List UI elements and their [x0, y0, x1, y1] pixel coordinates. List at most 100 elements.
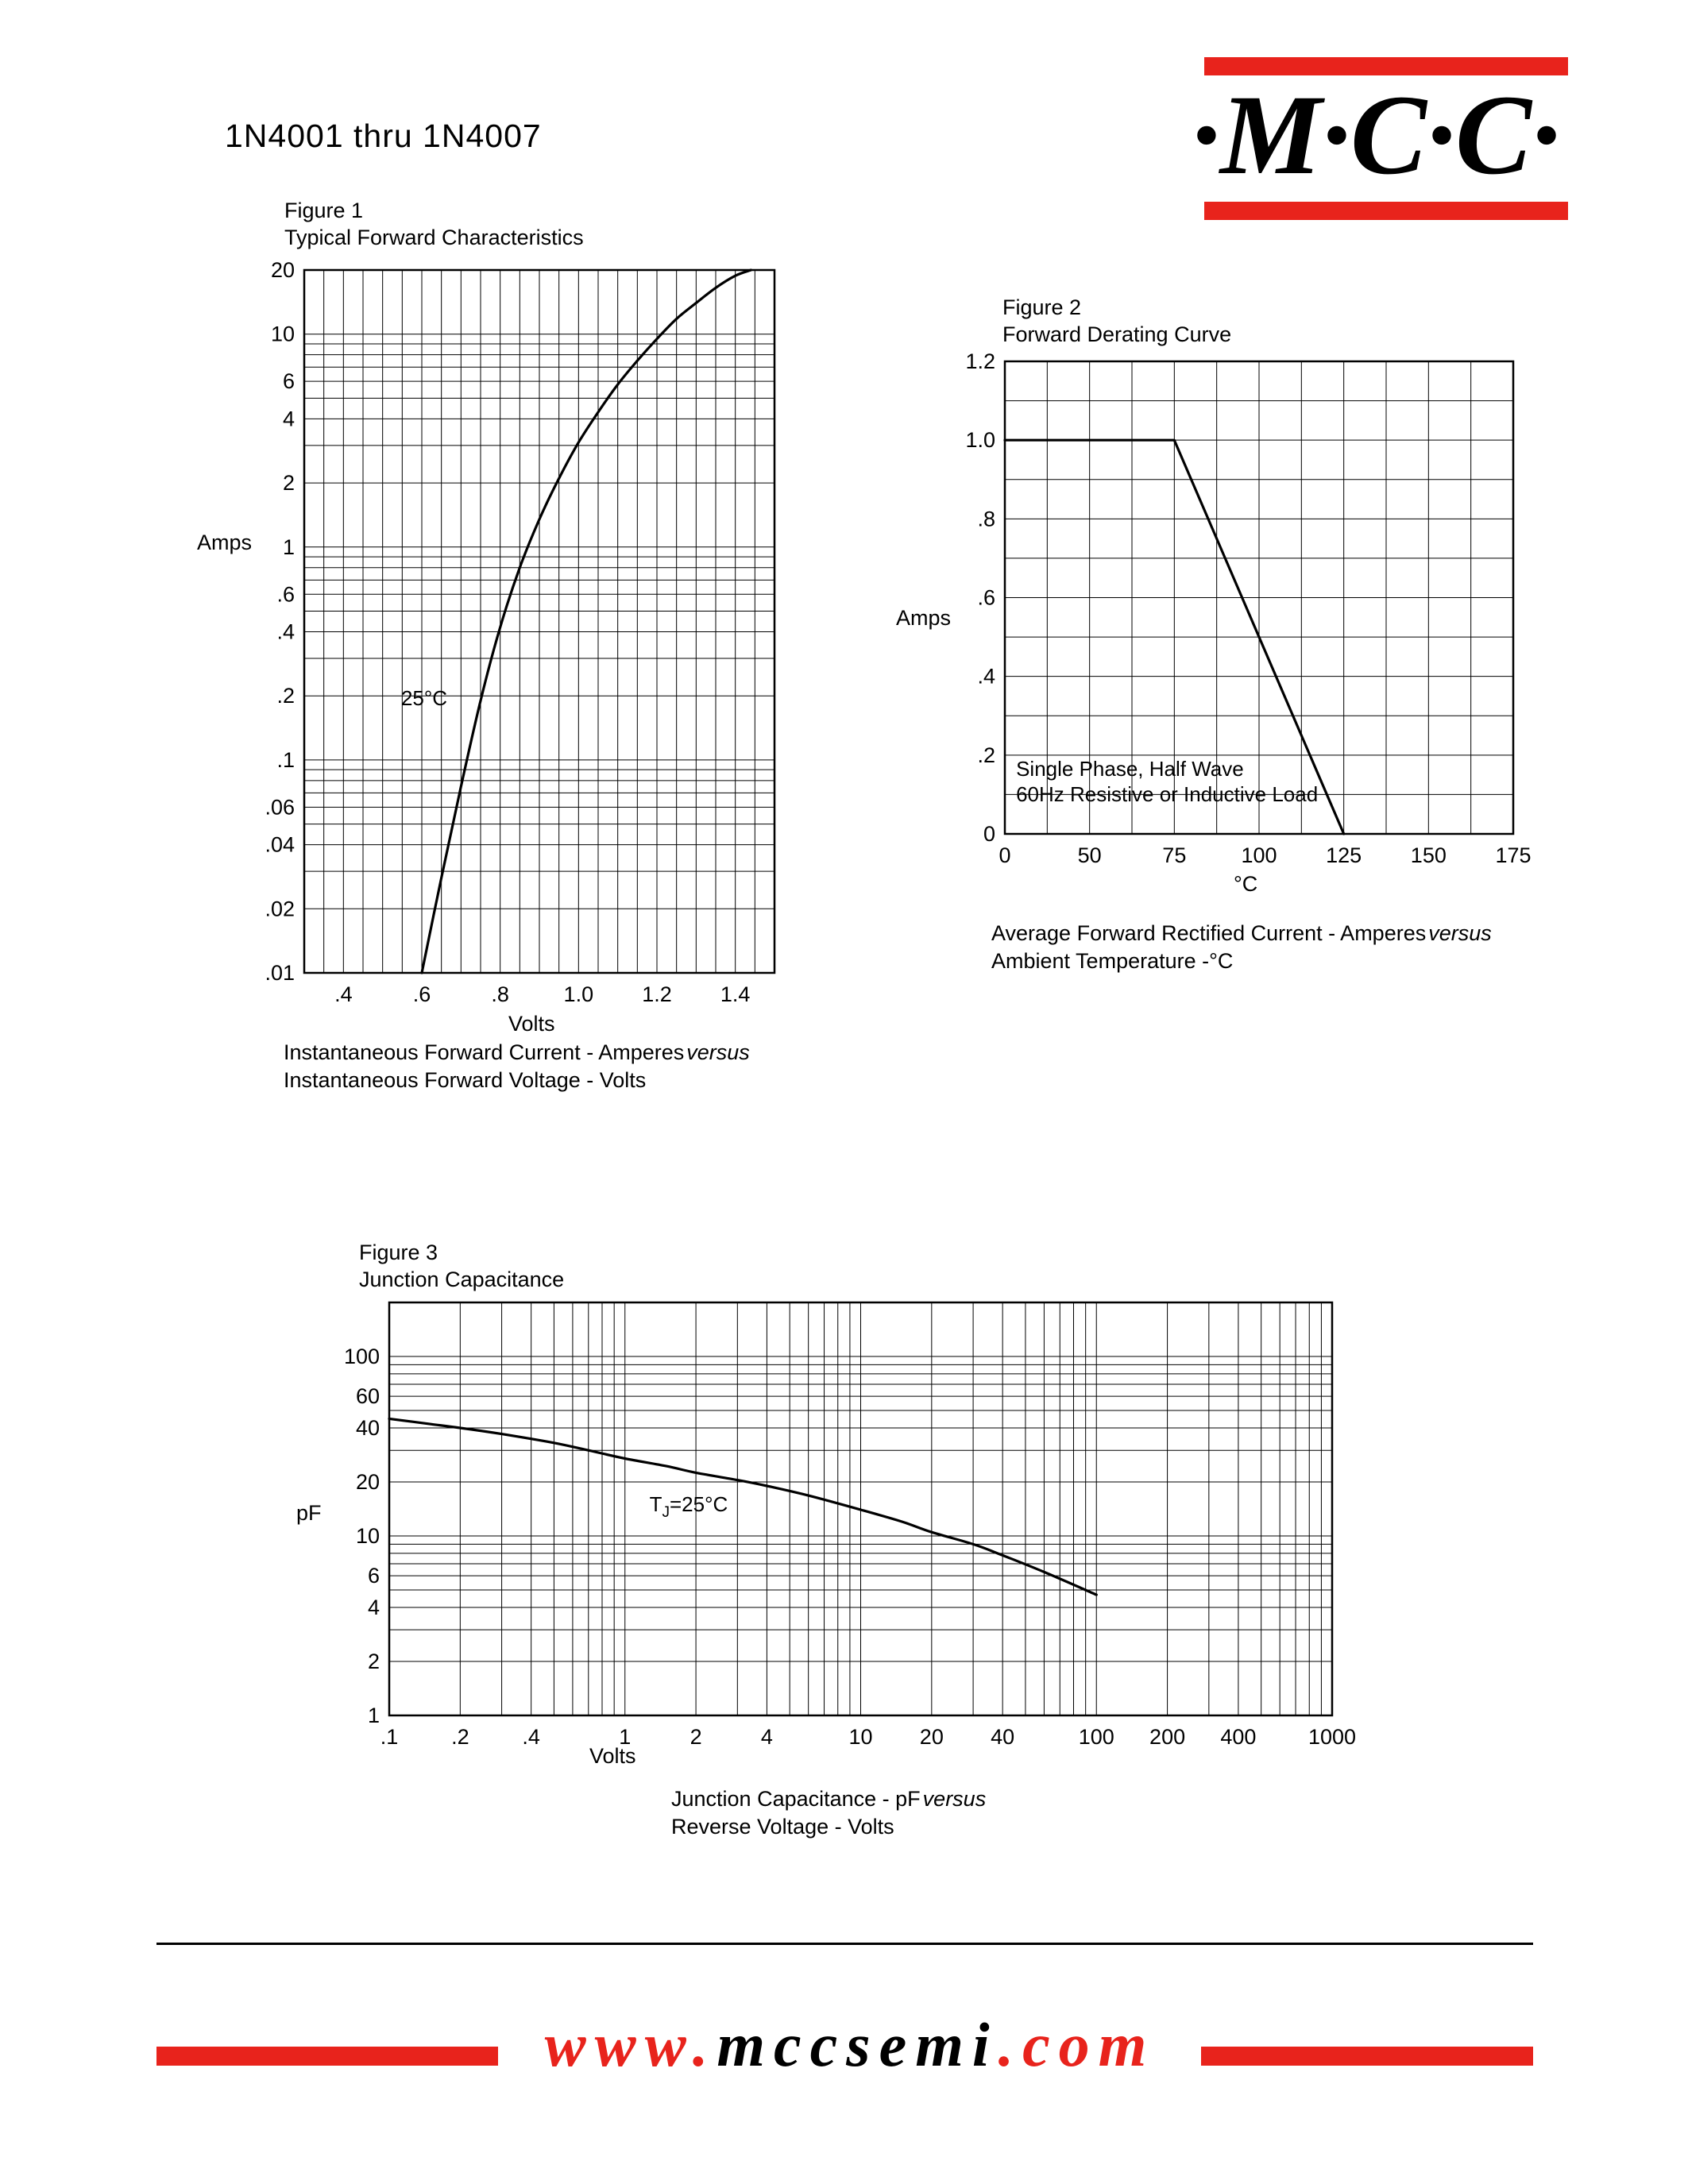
- figure3-subtitle: Junction Capacitance: [359, 1268, 565, 1291]
- svg-text:1.2: 1.2: [965, 349, 995, 373]
- svg-text:2: 2: [283, 471, 295, 495]
- svg-text:.06: .06: [265, 795, 295, 819]
- svg-text:10: 10: [271, 322, 295, 346]
- svg-text:1.2: 1.2: [642, 982, 672, 1006]
- svg-text:100: 100: [344, 1345, 380, 1368]
- figure2-title: Figure 2 Forward Derating Curve: [1002, 294, 1231, 348]
- svg-text:20: 20: [920, 1725, 944, 1749]
- svg-text:4: 4: [283, 407, 295, 430]
- svg-text:40: 40: [991, 1725, 1014, 1749]
- fig2-annotation: Single Phase, Half Wave: [1016, 757, 1244, 781]
- svg-text:0: 0: [983, 822, 995, 846]
- svg-text:0: 0: [999, 843, 1010, 867]
- caption-text: Average Forward Rectified Current - Ampe…: [991, 921, 1427, 945]
- figure2-label: Figure 2: [1002, 295, 1082, 319]
- svg-text:125: 125: [1326, 843, 1362, 867]
- svg-text:1000: 1000: [1308, 1725, 1356, 1749]
- svg-text:1: 1: [283, 535, 295, 559]
- footer-divider: [156, 1943, 1533, 1945]
- svg-text:50: 50: [1078, 843, 1102, 867]
- fig2-plot-svg: 0 50 75 100 125 150 175 1.2 1.0 .8 .6 .4 .2 0 Single P…: [965, 349, 1531, 867]
- svg-text:.8: .8: [491, 982, 509, 1006]
- svg-text:1.0: 1.0: [564, 982, 594, 1006]
- svg-text:6: 6: [368, 1564, 380, 1588]
- svg-text:20: 20: [271, 258, 295, 282]
- svg-text:40: 40: [356, 1416, 380, 1440]
- svg-text:.1: .1: [380, 1725, 399, 1749]
- footer-url-tld: .com: [998, 2010, 1156, 2079]
- svg-text:.4: .4: [522, 1725, 540, 1749]
- fig3-annotation: TJ=25°C: [650, 1492, 728, 1521]
- svg-text:10: 10: [356, 1524, 380, 1548]
- svg-text:100: 100: [1241, 843, 1277, 867]
- svg-text:200: 200: [1149, 1725, 1185, 1749]
- fig3-series-junction-capacitance: [388, 1417, 1098, 1596]
- svg-text:.04: .04: [265, 833, 295, 857]
- svg-text:.8: .8: [977, 507, 995, 531]
- footer-url-domain: mccsemi: [717, 2010, 999, 2079]
- svg-text:.1: .1: [276, 748, 295, 772]
- svg-text:1.0: 1.0: [965, 428, 995, 452]
- caption-text: Junction Capacitance - pF: [671, 1787, 921, 1811]
- svg-text:1: 1: [368, 1704, 380, 1727]
- svg-text:.02: .02: [265, 897, 295, 920]
- fig1-series-forward-current-25C: [420, 268, 752, 974]
- figure1-title: Figure 1 Typical Forward Characteristics: [284, 197, 584, 251]
- figure1-label: Figure 1: [284, 199, 364, 222]
- svg-text:.6: .6: [977, 586, 995, 610]
- fig2-series-derating: [1003, 438, 1346, 835]
- svg-text:.4: .4: [977, 665, 995, 689]
- fig3-plot-svg: .1 .2 .4 1 2 4 10 20 40 100 200 400 1000 100 60 40 20 10 6…: [344, 1301, 1356, 1749]
- svg-text:.4: .4: [276, 619, 295, 643]
- svg-text:.2: .2: [451, 1725, 469, 1749]
- fig1-annotation: 25°C: [401, 686, 447, 710]
- figure2-y-axis-label: Amps: [896, 606, 952, 630]
- svg-text:.4: .4: [334, 982, 353, 1006]
- svg-text:175: 175: [1495, 843, 1531, 867]
- svg-text:1: 1: [619, 1725, 631, 1749]
- part-number-heading: 1N4001 thru 1N4007: [225, 118, 542, 154]
- caption-line: Junction Capacitance - pF versus: [671, 1785, 986, 1813]
- caption-text: Instantaneous Forward Current - Amperes: [284, 1040, 685, 1064]
- svg-text:.2: .2: [977, 743, 995, 767]
- caption-line: Ambient Temperature -°C: [991, 947, 1492, 975]
- svg-text:.6: .6: [276, 582, 295, 606]
- svg-text:1.4: 1.4: [720, 982, 751, 1006]
- svg-text:75: 75: [1162, 843, 1186, 867]
- figure2-x-axis-label: °C: [1234, 872, 1258, 896]
- figure1-chart: .4 .6 .8 1.0 1.2 1.4 20 10 6 4 2 1 .6 .4 .2 .1 .06 .04 .02…: [217, 254, 822, 1028]
- figure3-title: Figure 3 Junction Capacitance: [359, 1239, 564, 1293]
- svg-text:10: 10: [848, 1725, 872, 1749]
- caption-versus: versus: [1428, 921, 1492, 945]
- logo-top-bar: [1204, 57, 1568, 75]
- svg-text:2: 2: [690, 1725, 702, 1749]
- caption-versus: versus: [686, 1040, 750, 1064]
- figure3-chart: .1 .2 .4 1 2 4 10 20 40 100 200 400 1000 100 60 40 20 10 6…: [302, 1287, 1380, 1771]
- caption-text: Reverse Voltage - Volts: [671, 1815, 894, 1839]
- figure3-label: Figure 3: [359, 1241, 438, 1264]
- svg-text:6: 6: [283, 369, 295, 393]
- svg-text:60: 60: [356, 1384, 380, 1408]
- caption-text: Ambient Temperature -°C: [991, 949, 1234, 973]
- figure3-x-axis-label: Volts: [589, 1744, 636, 1768]
- figure1-x-axis-label: Volts: [508, 1012, 555, 1036]
- footer-url-www: www.: [544, 2010, 717, 2079]
- svg-text:2: 2: [368, 1650, 380, 1673]
- svg-text:20: 20: [356, 1470, 380, 1494]
- svg-text:100: 100: [1079, 1725, 1114, 1749]
- figure3-y-axis-label: pF: [296, 1501, 322, 1525]
- caption-versus: versus: [922, 1787, 987, 1811]
- mcc-logo-text: ·M·C·C·: [1191, 72, 1561, 199]
- svg-text:.6: .6: [413, 982, 431, 1006]
- figure1-y-axis-label: Amps: [197, 531, 253, 554]
- svg-text:4: 4: [368, 1596, 380, 1619]
- figure2-caption: Average Forward Rectified Current - Ampe…: [991, 920, 1492, 975]
- footer-right-bar: [1201, 2047, 1533, 2066]
- caption-line: Reverse Voltage - Volts: [671, 1813, 986, 1841]
- caption-line: Instantaneous Forward Voltage - Volts: [284, 1067, 750, 1094]
- figure2-subtitle: Forward Derating Curve: [1002, 322, 1232, 346]
- caption-line: Average Forward Rectified Current - Ampe…: [991, 920, 1492, 947]
- svg-text:.2: .2: [276, 684, 295, 708]
- fig1-plot-svg: .4 .6 .8 1.0 1.2 1.4 20 10 6 4 2 1 .6 .4 .2 .1 .06 .04 .02…: [265, 258, 776, 1006]
- caption-line: Instantaneous Forward Current - Amperes v…: [284, 1039, 750, 1067]
